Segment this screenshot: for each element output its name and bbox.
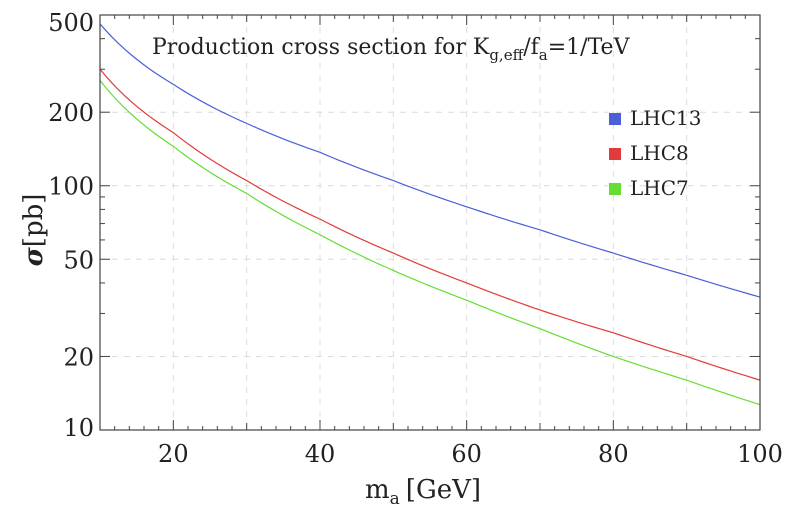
legend-label-lhc13: LHC13 <box>630 106 701 130</box>
x-tick-label: 60 <box>451 440 482 468</box>
plot-frame <box>99 14 761 431</box>
chart-title: Production cross section for Kg,eff/fa=1… <box>152 35 631 64</box>
legend-label-lhc7: LHC7 <box>630 176 689 200</box>
y-tick-label: 20 <box>63 343 94 371</box>
x-axis-label-main: m <box>365 475 390 505</box>
chart-title-sub: g,eff <box>489 46 524 64</box>
y-tick-label: 10 <box>63 414 94 442</box>
ticks: 20 40 60 80 100 10 20 50 100 200 500 <box>48 9 783 468</box>
legend-swatch-lhc8 <box>609 148 621 160</box>
series-lines <box>100 23 760 406</box>
x-tick-label: 40 <box>305 440 336 468</box>
x-tick-label: 20 <box>158 440 189 468</box>
chart-title-main: Production cross section for K <box>152 35 490 60</box>
y-tick-label: 50 <box>63 246 94 274</box>
x-axis-label-unit: [GeV] <box>406 475 481 505</box>
y-tick-label: 100 <box>48 173 94 201</box>
y-axis-label: σ[pb] <box>19 194 49 267</box>
series-line-lhc8 <box>100 68 760 381</box>
y-tick-label: 200 <box>48 99 94 127</box>
series-line-lhc7 <box>100 79 760 406</box>
x-axis-label: ma [GeV] <box>365 475 481 506</box>
legend: LHC13 LHC8 LHC7 <box>609 106 701 200</box>
legend-label-lhc8: LHC8 <box>630 141 689 165</box>
y-axis-symbol: σ <box>19 246 49 266</box>
series-line-lhc13 <box>100 23 760 298</box>
chart-title-mid: /f <box>523 35 540 60</box>
legend-swatch-lhc7 <box>609 183 621 195</box>
chart-title-sub2: a <box>539 46 548 64</box>
y-axis-unit: [pb] <box>19 194 49 248</box>
chart-title-end: =1/TeV <box>548 35 631 60</box>
legend-swatch-lhc13 <box>609 113 621 125</box>
y-tick-label: 500 <box>48 9 94 37</box>
grid <box>100 15 760 430</box>
x-tick-label: 100 <box>737 440 783 468</box>
x-axis-label-sub: a <box>390 489 400 506</box>
x-tick-label: 80 <box>598 440 629 468</box>
